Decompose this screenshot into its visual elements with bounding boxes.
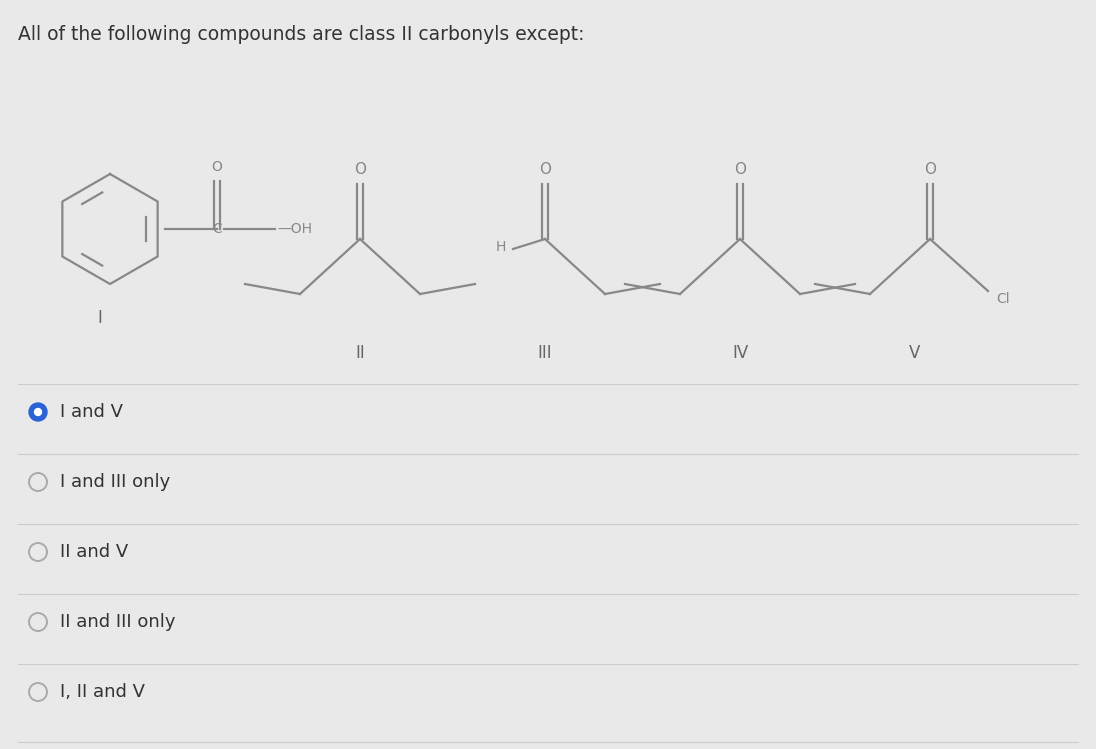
Text: H: H [495,240,506,254]
Text: I and V: I and V [60,403,123,421]
Text: All of the following compounds are class II carbonyls except:: All of the following compounds are class… [18,25,584,44]
Text: I and III only: I and III only [60,473,170,491]
Text: O: O [354,163,366,178]
Text: O: O [539,163,551,178]
Text: II and V: II and V [60,543,128,561]
Text: C: C [213,222,221,236]
Text: O: O [924,163,936,178]
Text: O: O [212,160,222,174]
Text: III: III [538,344,552,362]
Text: II and III only: II and III only [60,613,175,631]
Text: IV: IV [732,344,749,362]
Text: Cl: Cl [996,292,1009,306]
Text: I, II and V: I, II and V [60,683,145,701]
Text: —OH: —OH [277,222,312,236]
Text: II: II [355,344,365,362]
Circle shape [28,403,47,421]
Circle shape [34,408,42,416]
Text: O: O [734,163,746,178]
Text: I: I [98,309,102,327]
Text: V: V [910,344,921,362]
